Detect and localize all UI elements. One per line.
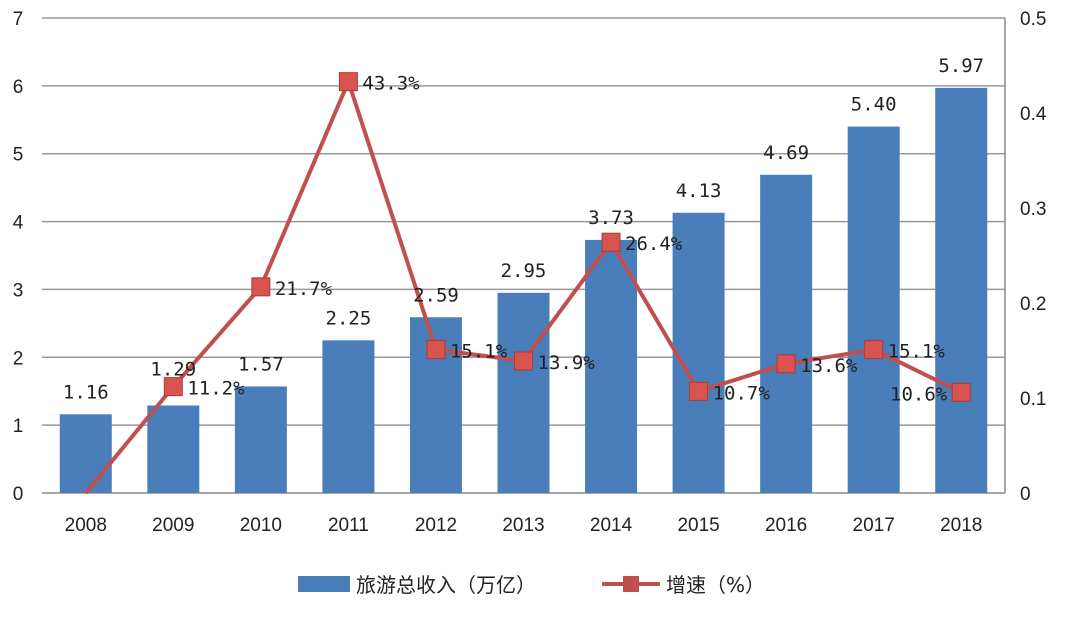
line-marker: [776, 354, 796, 374]
x-tick-label: 2017: [853, 515, 895, 536]
line-marker: [951, 382, 971, 402]
line-data-label: 21.7%: [275, 278, 333, 300]
x-tick-label: 2018: [940, 515, 982, 536]
line-marker: [514, 351, 533, 371]
y-left-tick-label: 3: [13, 280, 24, 301]
line-data-label: 10.7%: [713, 382, 771, 404]
bar-data-label: 1.57: [238, 353, 284, 375]
y-left-tick-label: 7: [13, 9, 24, 30]
x-tick-label: 2009: [152, 515, 194, 536]
y-left-tick-label: 0: [13, 484, 24, 505]
y-right-tick-label: 0.1: [1020, 389, 1046, 410]
bar-data-label: 2.25: [326, 307, 372, 329]
bar: [147, 405, 200, 493]
line-data-label: 43.3%: [362, 73, 420, 95]
line-marker: [163, 377, 183, 397]
line-data-label: 13.6%: [800, 355, 858, 377]
y-left-tick-label: 6: [13, 77, 24, 98]
bar-data-label: 1.16: [63, 381, 109, 403]
bar: [322, 340, 375, 493]
line-marker: [426, 340, 446, 360]
line-marker: [601, 232, 621, 252]
bar: [59, 414, 112, 493]
legend-swatch-marker: [623, 576, 639, 592]
y-left-tick-label: 1: [13, 416, 24, 437]
bar: [760, 174, 813, 493]
bar: [234, 386, 287, 493]
bar-data-label: 2.95: [501, 260, 547, 282]
y-left-tick-label: 4: [13, 213, 24, 234]
legend-label-line: 增速（%）: [666, 573, 765, 597]
x-tick-label: 2015: [677, 515, 719, 536]
x-tick-label: 2008: [65, 515, 107, 536]
line-data-label: 11.2%: [187, 378, 245, 400]
bar: [935, 87, 988, 494]
line-marker: [251, 277, 271, 297]
y-right-tick-label: 0.5: [1020, 9, 1046, 30]
legend: 旅游总收入（万亿） 增速（%）: [298, 573, 765, 597]
line-data-label: 15.1%: [888, 341, 946, 363]
bar-data-label: 3.73: [588, 207, 634, 229]
x-tick-label: 2012: [415, 515, 457, 536]
y-right-tick-label: 0.4: [1020, 104, 1047, 125]
x-tick-label: 2016: [765, 515, 807, 536]
line-marker: [864, 340, 884, 360]
bar-data-label: 4.13: [676, 180, 722, 202]
legend-label-bar: 旅游总收入（万亿）: [356, 573, 536, 597]
bar: [847, 126, 900, 494]
bar-data-label: 1.29: [150, 358, 196, 380]
bar: [585, 239, 638, 493]
line-data-label: 15.1%: [450, 341, 508, 363]
legend-swatch-bar: [298, 576, 350, 592]
bar-data-label: 2.59: [413, 284, 459, 306]
line-data-label: 13.9%: [538, 352, 596, 374]
line-data-label: 26.4%: [625, 233, 683, 255]
x-tick-label: 2014: [590, 515, 633, 536]
bar-data-label: 4.69: [763, 142, 809, 164]
y-left-tick-label: 5: [13, 145, 24, 166]
y-right-tick-label: 0: [1020, 484, 1031, 505]
x-tick-label: 2013: [502, 515, 544, 536]
line-data-label: 10.6%: [890, 383, 948, 405]
line-marker: [338, 72, 358, 92]
bar-data-label: 5.97: [938, 55, 984, 77]
bar: [672, 212, 725, 493]
x-tick-label: 2010: [240, 515, 282, 536]
y-left-tick-label: 2: [13, 348, 24, 369]
y-right-tick-label: 0.3: [1020, 199, 1046, 220]
bar: [497, 292, 550, 493]
line-marker: [689, 381, 709, 401]
x-tick-label: 2011: [328, 515, 369, 536]
y-right-tick-label: 0.2: [1020, 294, 1046, 315]
bar-data-label: 5.40: [851, 94, 897, 116]
